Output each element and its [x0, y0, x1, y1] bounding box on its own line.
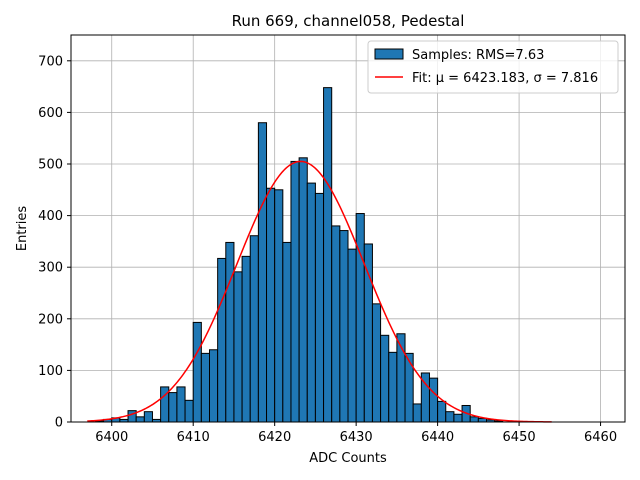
histogram-bar — [135, 416, 145, 423]
plot-frame — [70, 34, 626, 423]
histogram-bar — [445, 411, 455, 423]
legend: Samples: RMS=7.63 Fit: μ = 6423.183, σ =… — [367, 40, 619, 94]
y-tick-label: 700 — [38, 54, 63, 69]
gaussian-fit-curve — [87, 160, 552, 423]
histogram-bar — [347, 248, 357, 423]
histogram-bar — [200, 352, 210, 423]
x-tick-label: 6400 — [95, 430, 128, 445]
x-tick-label: 6450 — [503, 430, 536, 445]
y-tick-label: 300 — [38, 261, 63, 276]
histogram-bar — [339, 230, 349, 423]
y-axis-label: Entries — [15, 206, 30, 252]
histogram-bar — [412, 403, 422, 423]
histogram-bar — [298, 157, 308, 423]
legend-box — [367, 40, 619, 94]
legend-label-fit: Fit: μ = 6423.183, σ = 7.816 — [412, 71, 598, 86]
histogram-bar — [241, 255, 251, 423]
histogram-bar — [209, 349, 219, 423]
histogram-bar — [355, 213, 365, 423]
histogram-bar — [380, 334, 390, 423]
histogram-bar — [477, 417, 487, 423]
histogram-bar — [282, 241, 292, 423]
histogram-bar — [363, 243, 373, 423]
x-tick-label: 6440 — [421, 430, 454, 445]
histogram-bar — [127, 410, 137, 423]
histogram-bar — [192, 321, 202, 423]
histogram-bar — [168, 392, 178, 423]
x-axis-label: ADC Counts — [309, 451, 387, 466]
histogram-bar — [249, 235, 259, 423]
y-tick-label: 600 — [38, 106, 63, 121]
histogram-bar — [371, 303, 382, 423]
histogram-bar — [453, 413, 463, 423]
histogram-bar — [266, 187, 276, 423]
y-tick-label: 500 — [38, 158, 63, 173]
histogram-bar — [143, 411, 153, 423]
histogram-bar — [331, 225, 341, 423]
histogram-bar — [437, 400, 447, 423]
histogram-bar — [233, 271, 243, 423]
x-tick-label: 6420 — [258, 430, 291, 445]
grid-layer — [71, 35, 625, 423]
histogram-bar — [257, 122, 268, 423]
y-tick-label: 200 — [38, 312, 63, 327]
histogram-bar — [274, 189, 284, 423]
legend-swatch-samples — [374, 48, 404, 60]
histogram-bar — [184, 399, 194, 423]
y-tick-label: 400 — [38, 209, 63, 224]
histogram-bar — [217, 257, 227, 423]
y-tick-label: 0 — [55, 416, 63, 431]
x-tick-label: 6410 — [177, 430, 210, 445]
ticks-layer: 6400 6410 6420 6430 6440 6450 6460 0 100 200 300 40… — [38, 54, 617, 445]
histogram-bar — [225, 241, 235, 423]
histogram-bar — [323, 87, 333, 423]
histogram-bar — [388, 351, 398, 423]
x-tick-label: 6430 — [340, 430, 373, 445]
legend-label-samples: Samples: RMS=7.63 — [412, 48, 544, 63]
bars-layer — [94, 87, 504, 423]
histogram-bar — [290, 160, 300, 423]
histogram-bar — [176, 386, 186, 423]
histogram-bar — [404, 352, 414, 423]
histogram-bar — [306, 182, 316, 423]
chart-title: Run 669, channel058, Pedestal — [232, 12, 465, 30]
x-tick-label: 6460 — [584, 430, 617, 445]
y-tick-label: 100 — [38, 364, 63, 379]
histogram-bar — [314, 192, 325, 423]
histogram-bar — [469, 416, 479, 423]
histogram-bar — [428, 377, 439, 423]
